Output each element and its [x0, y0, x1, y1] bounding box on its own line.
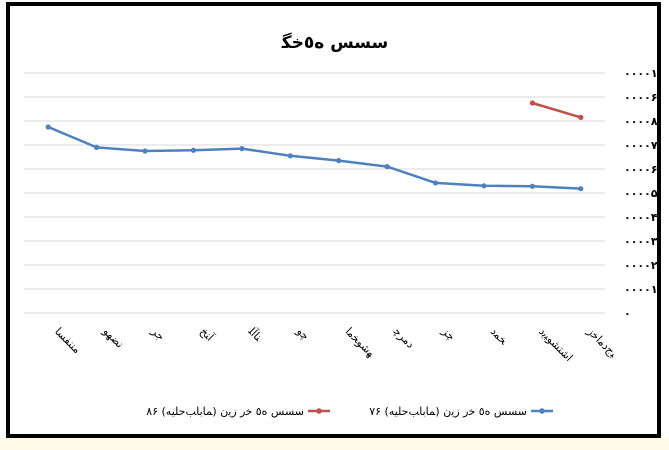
y-axis-ticks: ٠ ٠٠٠٠١ ٠٠٠٠٢ ٠٠٠٠٣ ٠٠٠٠۴ ٠٠٠٠۵ ٠٠٠٠۶ ٠٠٠٠٧ ٠٠٠٠…	[624, 67, 658, 320]
bottom-strip	[0, 438, 669, 450]
data-point	[529, 100, 535, 106]
data-point	[481, 183, 487, 189]
legend-marker	[316, 408, 322, 414]
y-tick-label: ٠٠٠٠۵	[624, 187, 658, 200]
data-point	[45, 124, 51, 130]
data-point	[336, 158, 342, 164]
data-point	[142, 148, 148, 154]
chart-title: ﺳﺴﺲ ﻩ٥ﺧﮕ	[281, 32, 389, 53]
data-point	[432, 180, 439, 186]
data-point	[94, 144, 100, 150]
y-tick-label: ٠٠٠٠١	[624, 283, 658, 296]
data-point	[239, 146, 245, 152]
data-point	[578, 186, 584, 192]
data-point	[287, 153, 293, 159]
y-tick-label: ٠٠٠٠٢	[624, 259, 658, 272]
legend-label: ۷۶ (ﻤﺎﺑﺎﺐﺣﻠﯿﻪ) ﺳﺴﺲ ﻩ٥ ﺧﺭ ﺯﻳﻥ	[369, 405, 527, 418]
chart-border	[6, 2, 661, 438]
y-tick-label: ٠٠٠٠۶	[624, 91, 658, 104]
data-point	[190, 147, 197, 153]
series-lines	[45, 100, 584, 192]
y-tick-label: ٠٠٠٠٣	[624, 235, 658, 248]
y-tick-label: ٠٠٠٠٧	[624, 139, 658, 152]
y-tick-label: ٠٠٠٠١	[624, 67, 658, 80]
series-line-2	[532, 101, 582, 119]
y-tick-label: ٠٠٠٠۶	[624, 163, 658, 176]
y-tick-label: ٠٠٠٠۴	[624, 211, 658, 224]
legend-label: ۸۶ (ﻤﺎﺑﺎﺐﺣﻠﯿﻪ) ﺳﺴﺲ ﻩ٥ ﺧﺭ ﺯﻳﻥ	[146, 405, 304, 418]
y-tick-label: ٠	[624, 307, 631, 320]
legend: ۷۶ (ﻤﺎﺑﺎﺐﺣﻠﯿﻪ) ﺳﺴﺲ ﻩ٥ ﺧﺭ ﺯﻳﻥ ۸۶ (ﻤﺎﺑﺎﺐﺣﻠﯿ…	[146, 405, 553, 418]
y-tick-label: ٠٠٠٠٨	[624, 115, 658, 128]
data-point	[578, 114, 584, 120]
data-point	[384, 164, 390, 170]
data-point	[529, 183, 535, 189]
legend-marker	[539, 408, 545, 414]
gridlines	[24, 72, 605, 314]
series-line-1	[47, 125, 581, 190]
